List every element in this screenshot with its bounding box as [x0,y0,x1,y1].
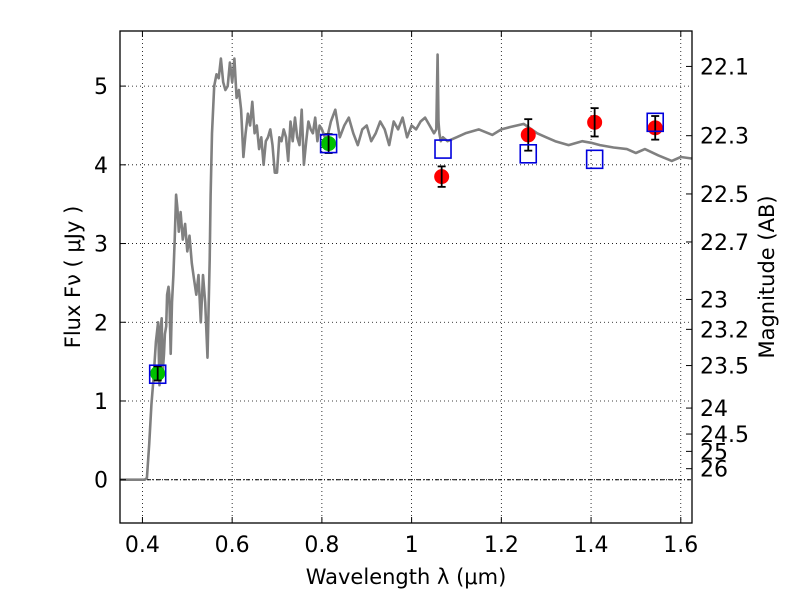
y-tick-label: 2 [94,311,108,336]
model-photometry-square [148,364,167,385]
y-axis-title: Flux Fν ( μJy ) [61,206,85,349]
model-photometry-square [319,133,338,154]
right-tick-label: 23 [700,288,728,313]
plot-frame [119,30,693,524]
x-tick-label: 1 [405,533,419,558]
right-tick-label: 24.5 [700,423,749,448]
right-tick-label: 22.7 [700,231,749,256]
x-axis-title: Wavelength λ (μm) [306,565,507,589]
x-tick-label: 0.4 [125,533,160,558]
right-tick-label: 22.1 [700,55,749,80]
x-tick-label: 1.2 [484,533,519,558]
right-tick-label: 22.5 [700,183,749,208]
data-layer [120,53,692,481]
right-axis-title: Magnitude (AB) [755,195,779,358]
x-tick-label: 1.4 [574,533,609,558]
model-photometry-square [519,144,538,164]
model-photometry-square [585,149,604,170]
right-tick-label: 23.2 [700,318,749,343]
model-photometry-square [434,139,452,159]
grid-lines [120,31,692,523]
model-sed-line [120,53,692,481]
x-tick-label: 1.6 [663,533,698,558]
right-tick-label: 26 [700,458,728,483]
right-tick-label: 22.3 [700,125,749,150]
y-tick-label: 0 [94,469,108,494]
x-tick-label: 0.8 [304,533,339,558]
right-tick-label: 23.5 [700,355,749,380]
right-tick-label: 24 [700,397,728,422]
model-photometry-square [646,112,665,133]
axis-ticks: 0.4 0.6 0.8 1 1.2 1.4 1.601234522.122.322.522.… [94,31,749,558]
y-tick-label: 4 [94,154,108,179]
y-tick-label: 1 [94,390,108,415]
y-tick-label: 3 [94,233,108,258]
x-tick-label: 0.6 [215,533,250,558]
y-tick-label: 5 [94,75,108,100]
right-tick-label: 25 [700,440,728,465]
